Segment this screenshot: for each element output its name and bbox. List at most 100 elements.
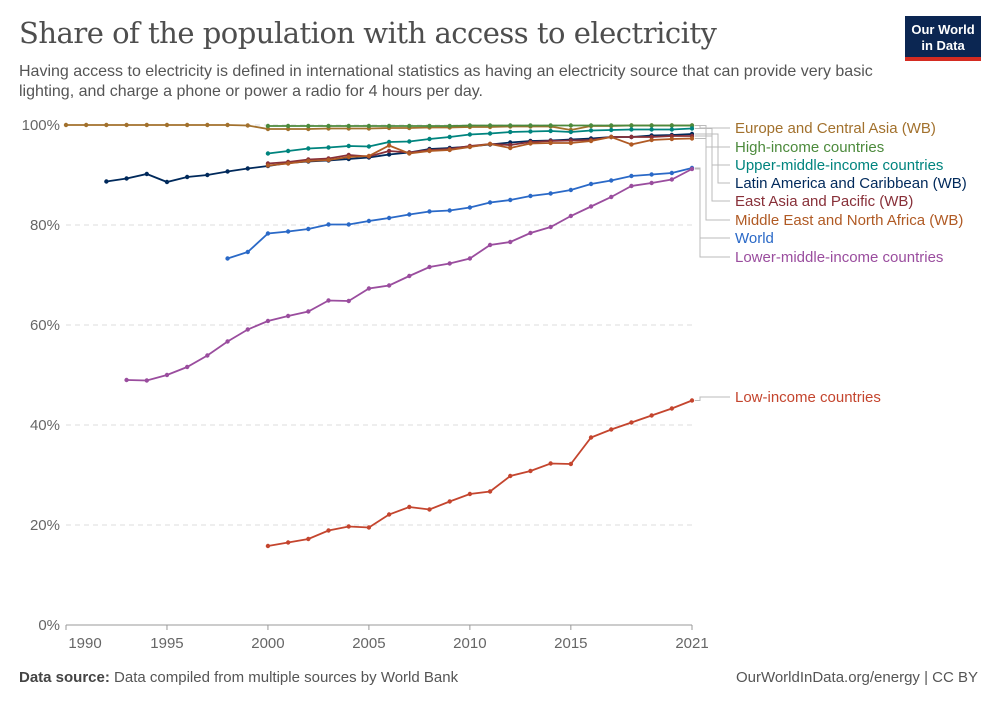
data-point [346,298,351,304]
data-point [346,222,351,227]
data-point [427,264,432,270]
data-point [265,123,271,129]
series-label: World [735,230,774,247]
data-point [306,158,311,164]
data-point [124,176,129,181]
x-tick-label: 1995 [150,635,183,652]
data-point [346,143,351,149]
data-point [407,139,412,144]
data-point [184,364,190,370]
data-point [649,413,654,418]
data-point [306,309,311,314]
y-tick-label: 40% [30,417,60,434]
y-tick-label: 20% [30,517,60,534]
data-point [609,127,614,133]
data-point [568,187,574,193]
data-point [588,128,594,133]
data-point [528,123,533,128]
data-point [184,122,190,128]
series-label: Middle East and North Africa (WB) [735,212,963,229]
data-point [306,146,311,151]
data-point [285,313,291,319]
label-connector [695,168,730,258]
data-point [669,170,675,176]
data-point [568,123,574,128]
data-point [588,138,594,144]
data-point [669,136,675,142]
data-point [629,142,634,147]
credit-link[interactable]: OurWorldInData.org/energy | CC BY [735,669,978,686]
data-point [225,256,230,261]
data-point [629,127,634,132]
data-point [669,177,675,182]
x-tick-label: 1990 [68,635,101,652]
data-point [366,286,372,291]
data-point [528,193,533,199]
chart-subtitle: Having access to electricity is defined … [19,63,873,100]
data-point [225,122,230,128]
data-point [265,543,271,549]
data-point [588,435,594,440]
data-point [609,123,614,128]
data-point [447,123,452,129]
series-label: East Asia and Pacific (WB) [735,193,913,210]
data-point [245,166,250,171]
data-point [669,123,675,128]
data-point [528,129,533,134]
data-point [447,147,452,153]
data-point [386,148,392,154]
data-point [366,153,372,159]
owid-logo[interactable]: Our World in Data [905,16,981,61]
data-point [467,491,473,497]
x-tick-label: 2021 [675,635,708,652]
data-point [386,215,392,221]
data-point [265,151,271,156]
data-point [386,283,392,288]
data-point [326,222,331,227]
data-point [508,129,513,135]
data-point [447,208,452,213]
data-point [407,151,412,156]
data-point [609,427,614,432]
data-point [568,461,574,467]
data-point [588,181,594,187]
logo-text: Our World in Data [911,22,975,53]
y-tick-label: 0% [38,617,60,634]
data-point [467,123,473,128]
data-point [427,136,432,142]
series-line [267,399,693,547]
data-point [366,144,372,149]
label-connector [695,138,730,221]
data-point [366,218,372,224]
data-point [144,122,149,128]
data-point [164,179,170,185]
data-point [508,123,513,128]
data-point [366,525,372,530]
series-line [66,124,692,131]
data-point [548,224,553,230]
data-point [285,123,291,129]
data-point [689,398,695,403]
data-point [205,353,210,358]
data-point [386,512,392,517]
data-point [407,123,412,129]
data-point [508,197,513,203]
data-point [285,540,291,545]
data-point [184,174,190,180]
data-point [427,209,432,214]
data-point [508,145,513,151]
data-point [164,372,170,378]
data-point [83,122,89,128]
data-point [63,122,69,128]
data-point [568,213,574,219]
data-point [548,461,553,466]
data-point [649,172,654,177]
label-connector [695,135,730,202]
data-point [649,123,654,128]
data-point [346,123,351,129]
data-point [447,499,452,504]
data-point [487,141,493,147]
data-point [104,122,109,128]
data-point [265,318,271,324]
data-source: Data source: Data compiled from multiple… [19,669,458,686]
